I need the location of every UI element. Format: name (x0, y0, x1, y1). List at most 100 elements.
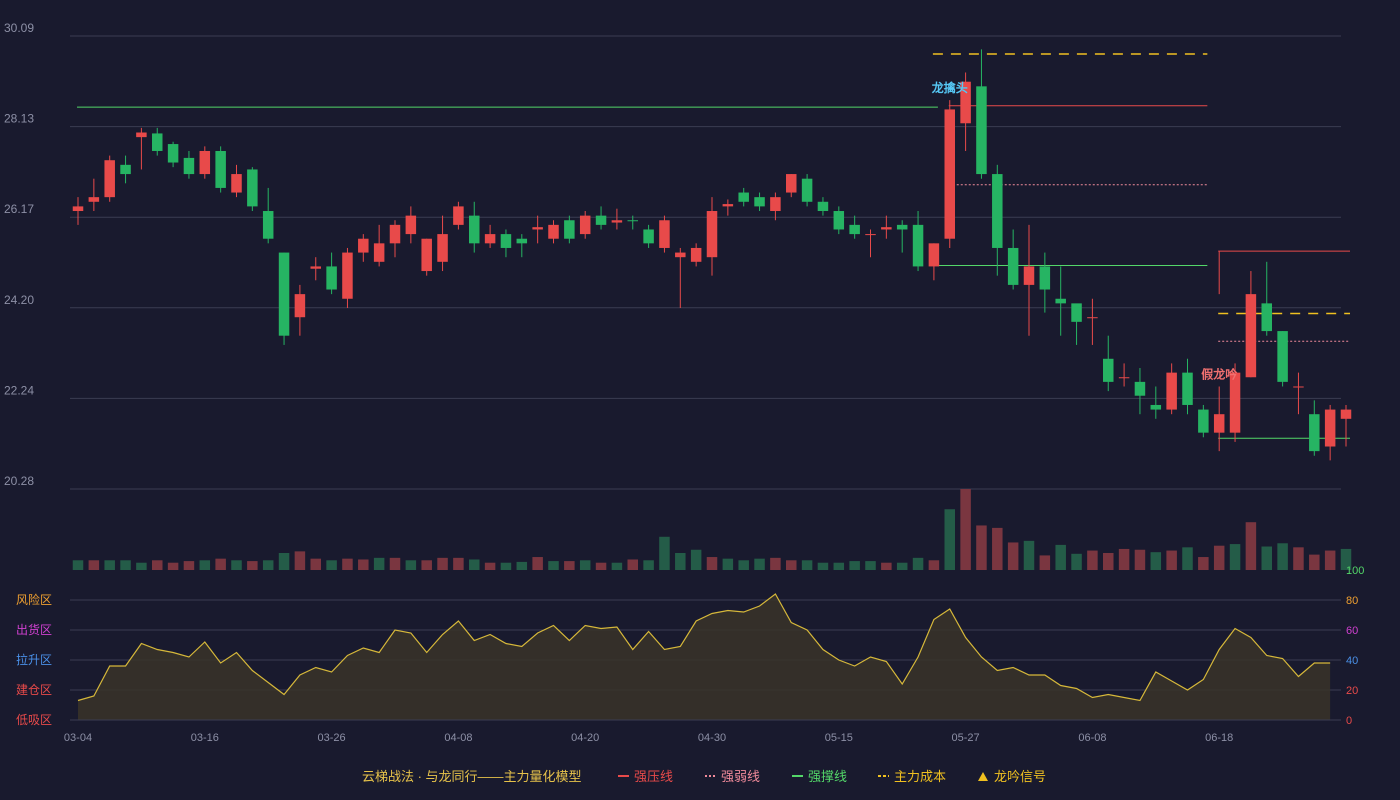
candle (1166, 363, 1177, 415)
candle-body (278, 252, 290, 336)
candle (1340, 404, 1352, 447)
volume-bar (928, 560, 940, 570)
volume-bar (1245, 522, 1257, 570)
candle-body (469, 215, 480, 244)
volume-bar (738, 560, 749, 570)
legend-label: 主力成本 (894, 769, 946, 784)
volume-bar (1150, 552, 1162, 570)
price-tick-label: 28.13 (4, 112, 34, 126)
signal-label: 龙擒头 (932, 80, 968, 95)
volume-bar (373, 557, 385, 570)
volume-bars (72, 489, 1352, 570)
volume-bar (1261, 546, 1272, 570)
volume-bar (833, 562, 845, 570)
volume-bar (500, 562, 512, 570)
candle (976, 49, 987, 179)
volume-bar (136, 562, 147, 570)
date-tick-label: 03-16 (191, 732, 219, 744)
candle (548, 220, 559, 244)
candle (992, 164, 1003, 276)
osc-area (78, 594, 1331, 720)
candle (944, 100, 955, 248)
volume-bar (231, 560, 242, 570)
volume-bar (548, 561, 559, 570)
indicator-lines (77, 53, 1350, 439)
volume-bar (183, 561, 195, 570)
candle (326, 252, 337, 295)
volume-bar (564, 561, 575, 570)
date-tick-label: 04-30 (698, 732, 726, 744)
price-axis-labels: 30.09 28.13 26.17 24.20 22.24 20.28 (4, 21, 34, 488)
candle-body (770, 197, 781, 212)
candle-body (944, 109, 955, 239)
candle (215, 146, 226, 193)
candle-body (389, 224, 401, 244)
candle (1023, 224, 1035, 336)
candle-body (1340, 409, 1352, 419)
candle-body (1055, 298, 1066, 304)
volume-bar (754, 558, 765, 570)
candle (754, 192, 765, 212)
candle (643, 224, 654, 248)
candle (167, 141, 179, 168)
candle (738, 187, 749, 207)
candle (437, 215, 448, 272)
candle-body (579, 215, 591, 235)
candle-body (833, 211, 845, 230)
candle-body (1103, 358, 1114, 382)
candle-body (342, 252, 353, 299)
volume-bar (1277, 543, 1288, 570)
volume-bar (611, 562, 623, 570)
candle-body (675, 252, 686, 258)
volume-bar (262, 560, 274, 570)
osc-zone-label: 出货区 (16, 622, 52, 637)
candle-body (183, 157, 195, 175)
osc-zone-label: 建仓区 (16, 683, 52, 697)
candle-body (1023, 266, 1035, 285)
volume-bar (1087, 550, 1098, 570)
candle (310, 257, 321, 281)
volume-bar (659, 536, 670, 570)
legend: 云梯战法 · 与龙同行——主力量化模型 强压线 强弱线 强撑线 主力成本 龙吟信号 (362, 769, 1046, 784)
candle (453, 201, 464, 230)
candle-body (1118, 377, 1130, 379)
candle-body (1007, 247, 1019, 285)
candle-body (294, 294, 306, 318)
volume-bar (786, 560, 797, 570)
date-axis: 03-04 03-16 03-26 04-08 04-20 04-30 05-15 05-27… (64, 732, 1233, 744)
candle (1182, 358, 1193, 415)
legend-item: 强弱线 (705, 769, 760, 784)
candle-body (1324, 409, 1336, 447)
volume-bar (960, 489, 971, 570)
candle-body (1293, 386, 1304, 388)
osc-tick-label: 40 (1346, 655, 1358, 667)
osc-tick-label: 20 (1346, 685, 1358, 697)
candle-body (881, 227, 892, 230)
volume-bar (1293, 547, 1304, 570)
candle-body (611, 220, 623, 223)
candle-body (706, 211, 718, 258)
osc-tick-label: 80 (1346, 595, 1358, 607)
candle (833, 206, 845, 235)
candle (579, 211, 591, 239)
date-tick-label: 06-08 (1078, 732, 1106, 744)
candle (564, 215, 575, 244)
legend-label: 强弱线 (721, 769, 760, 784)
candle-body (1166, 372, 1177, 410)
volume-bar (690, 549, 702, 570)
candle (1213, 386, 1225, 452)
candle (912, 211, 924, 272)
volume-bar (389, 557, 401, 570)
candle-body (167, 144, 179, 163)
candle-body (865, 234, 876, 236)
candle (342, 247, 353, 308)
candle (278, 252, 290, 345)
candle (786, 174, 797, 198)
candle (532, 215, 543, 244)
candle-body (1309, 414, 1320, 452)
candle-body (1213, 414, 1225, 433)
candle (960, 72, 971, 151)
volume-bar (342, 558, 353, 570)
